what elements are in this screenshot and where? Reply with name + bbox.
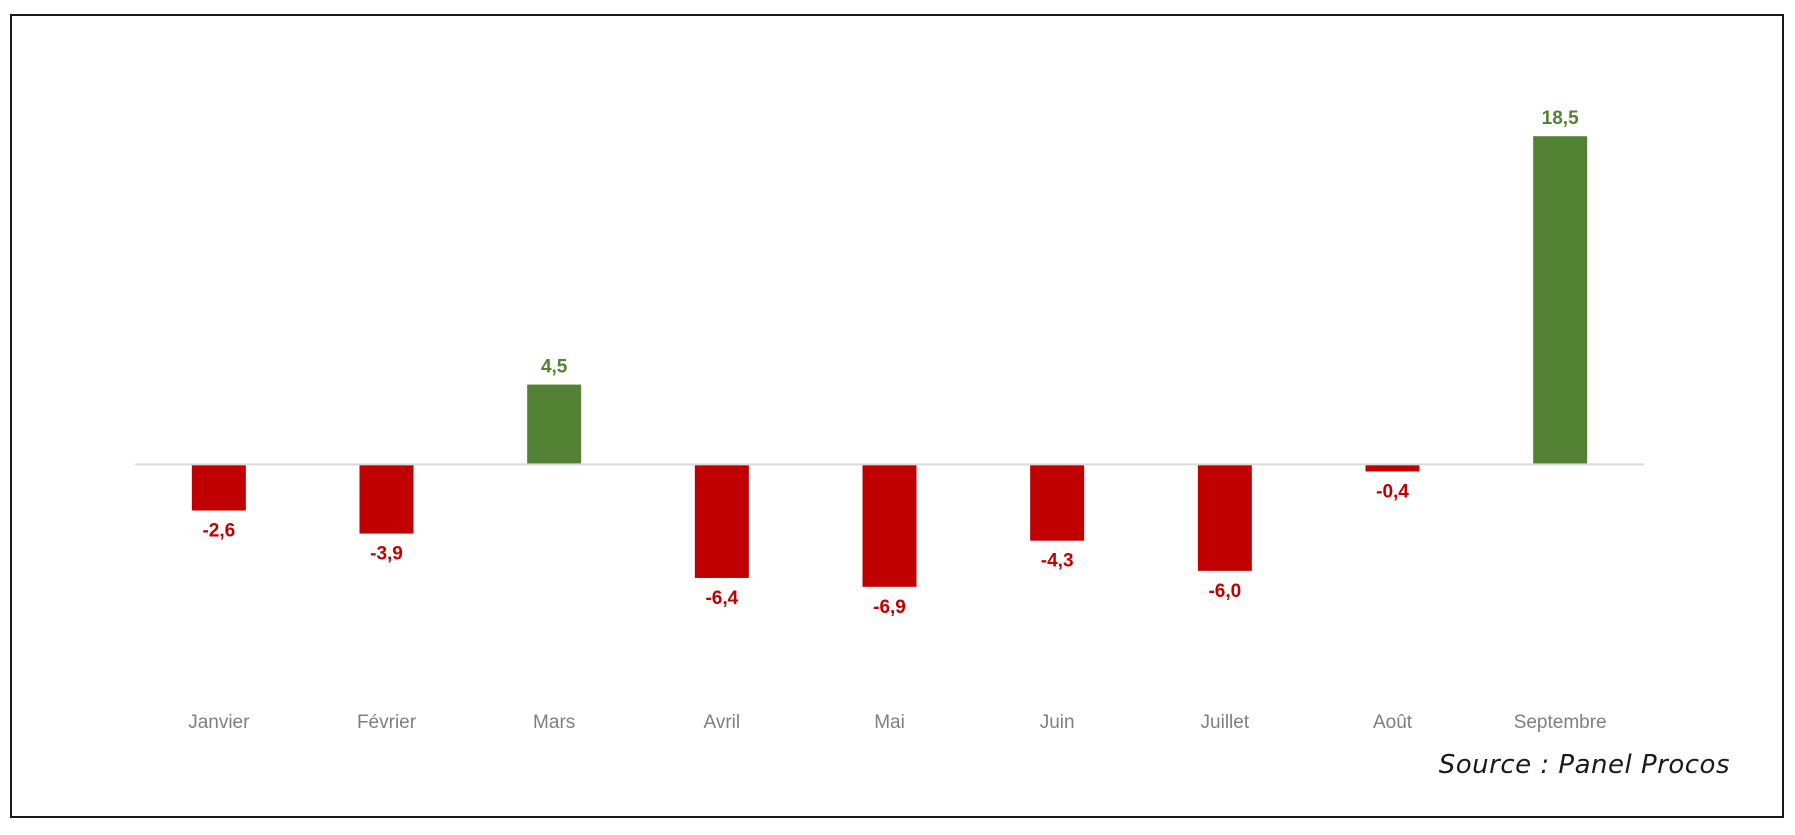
bar-aout — [1365, 464, 1420, 472]
value-label-janvier: -2,6 — [202, 521, 235, 542]
bars-layer — [191, 136, 1588, 587]
value-labels-layer: -2,6 -3,9 4,5 -6,4 -6,9 -4,3 -6,0 -0,4 18,5 — [202, 108, 1579, 618]
bar-fevrier — [359, 464, 414, 534]
tick-label-avril: Avril — [704, 712, 741, 733]
bar-janvier — [191, 464, 246, 511]
x-axis-tick-labels: Janvier Février Mars Avril Mai Juin Juillet Aoû… — [188, 712, 1606, 733]
tick-label-septembre: Septembre — [1514, 712, 1607, 733]
bar-juin — [1030, 464, 1085, 541]
source-note: Source : Panel Procos — [1438, 750, 1730, 780]
tick-label-janvier: Janvier — [188, 712, 250, 733]
value-label-septembre: 18,5 — [1542, 108, 1579, 129]
bar-juillet — [1197, 464, 1252, 571]
value-label-fevrier: -3,9 — [370, 544, 403, 565]
value-label-aout: -0,4 — [1376, 482, 1409, 503]
tick-label-juin: Juin — [1040, 712, 1075, 733]
bar-avril — [694, 464, 749, 578]
tick-label-aout: Août — [1373, 712, 1413, 733]
value-label-mars: 4,5 — [541, 357, 568, 378]
bar-septembre — [1533, 136, 1588, 465]
bar-chart: -2,6 -3,9 4,5 -6,4 -6,9 -4,3 -6,0 -0,4 18,5 Janv… — [135, 108, 1644, 733]
value-label-juin: -4,3 — [1041, 551, 1074, 572]
tick-label-mars: Mars — [533, 712, 575, 733]
value-label-avril: -6,4 — [705, 588, 738, 609]
tick-label-mai: Mai — [874, 712, 905, 733]
value-label-mai: -6,9 — [873, 597, 906, 618]
bar-mai — [862, 464, 917, 587]
chart-frame: -2,6 -3,9 4,5 -6,4 -6,9 -4,3 -6,0 -0,4 18,5 Janv… — [10, 14, 1784, 818]
tick-label-juillet: Juillet — [1201, 712, 1250, 733]
tick-label-fevrier: Février — [357, 712, 417, 733]
bar-mars — [527, 384, 582, 465]
value-label-juillet: -6,0 — [1208, 581, 1241, 602]
